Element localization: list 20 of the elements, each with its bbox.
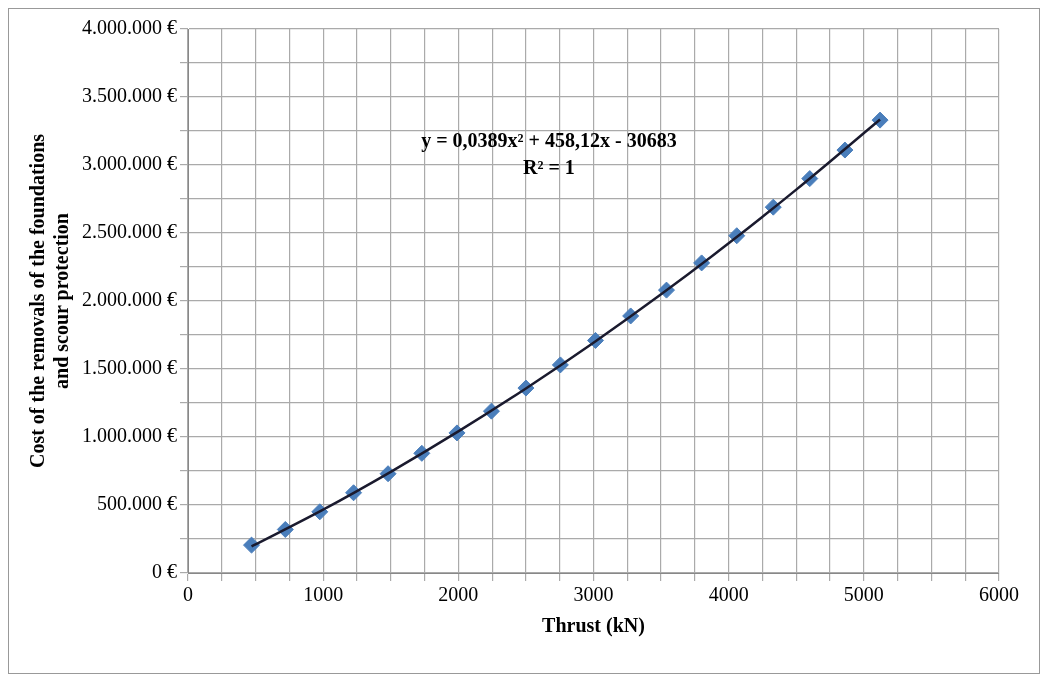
y-tick-label: 4.000.000 € xyxy=(82,16,177,39)
y-tick-label: 2.000.000 € xyxy=(82,288,177,311)
y-tick-label: 1.500.000 € xyxy=(82,356,177,379)
y-tick-label: 1.000.000 € xyxy=(82,424,177,447)
x-tick-label: 2000 xyxy=(438,583,479,606)
annotation: y = 0,0389x² + 458,12x - 30683 xyxy=(421,129,677,152)
x-tick-label: 0 xyxy=(183,583,193,606)
y-axis-title: Cost of the removals of the foundations and scour protection xyxy=(26,133,74,469)
x-tick-label: 6000 xyxy=(979,583,1019,606)
x-tick-label: 3000 xyxy=(573,583,614,606)
x-tick-label: 5000 xyxy=(843,583,884,606)
x-tick-label: 4000 xyxy=(708,583,749,606)
y-tick-label: 3.500.000 € xyxy=(82,84,177,107)
x-axis-title: Thrust (kN) xyxy=(542,614,645,638)
y-tick-label: 2.500.000 € xyxy=(82,220,177,243)
annotation: R² = 1 xyxy=(522,156,575,178)
y-tick-label: 3.000.000 € xyxy=(82,152,177,175)
x-tick-label: 1000 xyxy=(303,583,344,606)
y-tick-label: 500.000 € xyxy=(97,492,177,515)
y-tick-label: 0 € xyxy=(152,560,177,583)
